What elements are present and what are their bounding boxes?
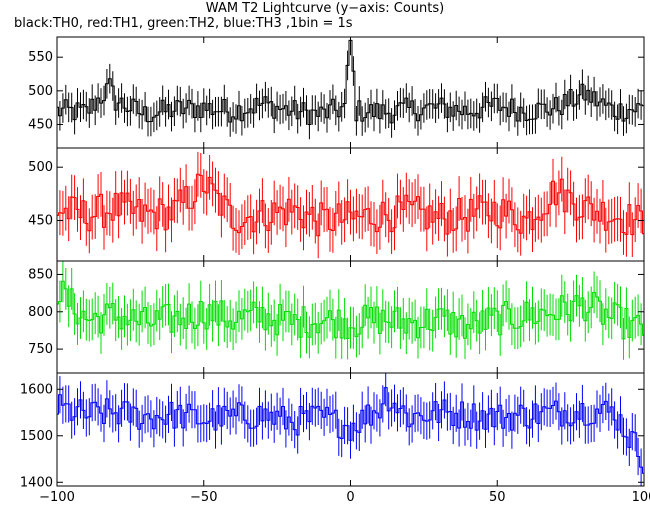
series-TH3-line <box>57 387 644 474</box>
series-TH2-error-bars <box>57 261 644 360</box>
y-tick-label: 450 <box>28 117 53 132</box>
series-TH1-line <box>57 173 644 237</box>
y-tick-label: 500 <box>28 84 53 99</box>
x-tick-label: −100 <box>39 490 75 505</box>
x-tick-label: 50 <box>489 490 506 505</box>
y-tick-label: 1600 <box>20 382 53 397</box>
y-tick-label: 1500 <box>20 429 53 444</box>
y-tick-label: 1400 <box>20 475 53 490</box>
chart-title: WAM T2 Lightcurve (y−axis: Counts) <box>205 1 445 16</box>
series-TH3-error-bars <box>57 373 644 486</box>
y-tick-label: 850 <box>28 267 53 282</box>
y-tick-label: 750 <box>28 342 53 357</box>
x-tick-label: 0 <box>346 490 354 505</box>
x-tick-label: −50 <box>190 490 217 505</box>
y-tick-label: 550 <box>28 50 53 65</box>
chart-subtitle: black:TH0, red:TH1, green:TH2, blue:TH3 … <box>14 16 353 31</box>
series-TH2-line <box>57 280 644 340</box>
y-tick-label: 500 <box>28 160 53 175</box>
y-tick-label: 450 <box>28 213 53 228</box>
x-tick-label: 100 <box>632 490 650 505</box>
y-tick-label: 800 <box>28 305 53 320</box>
